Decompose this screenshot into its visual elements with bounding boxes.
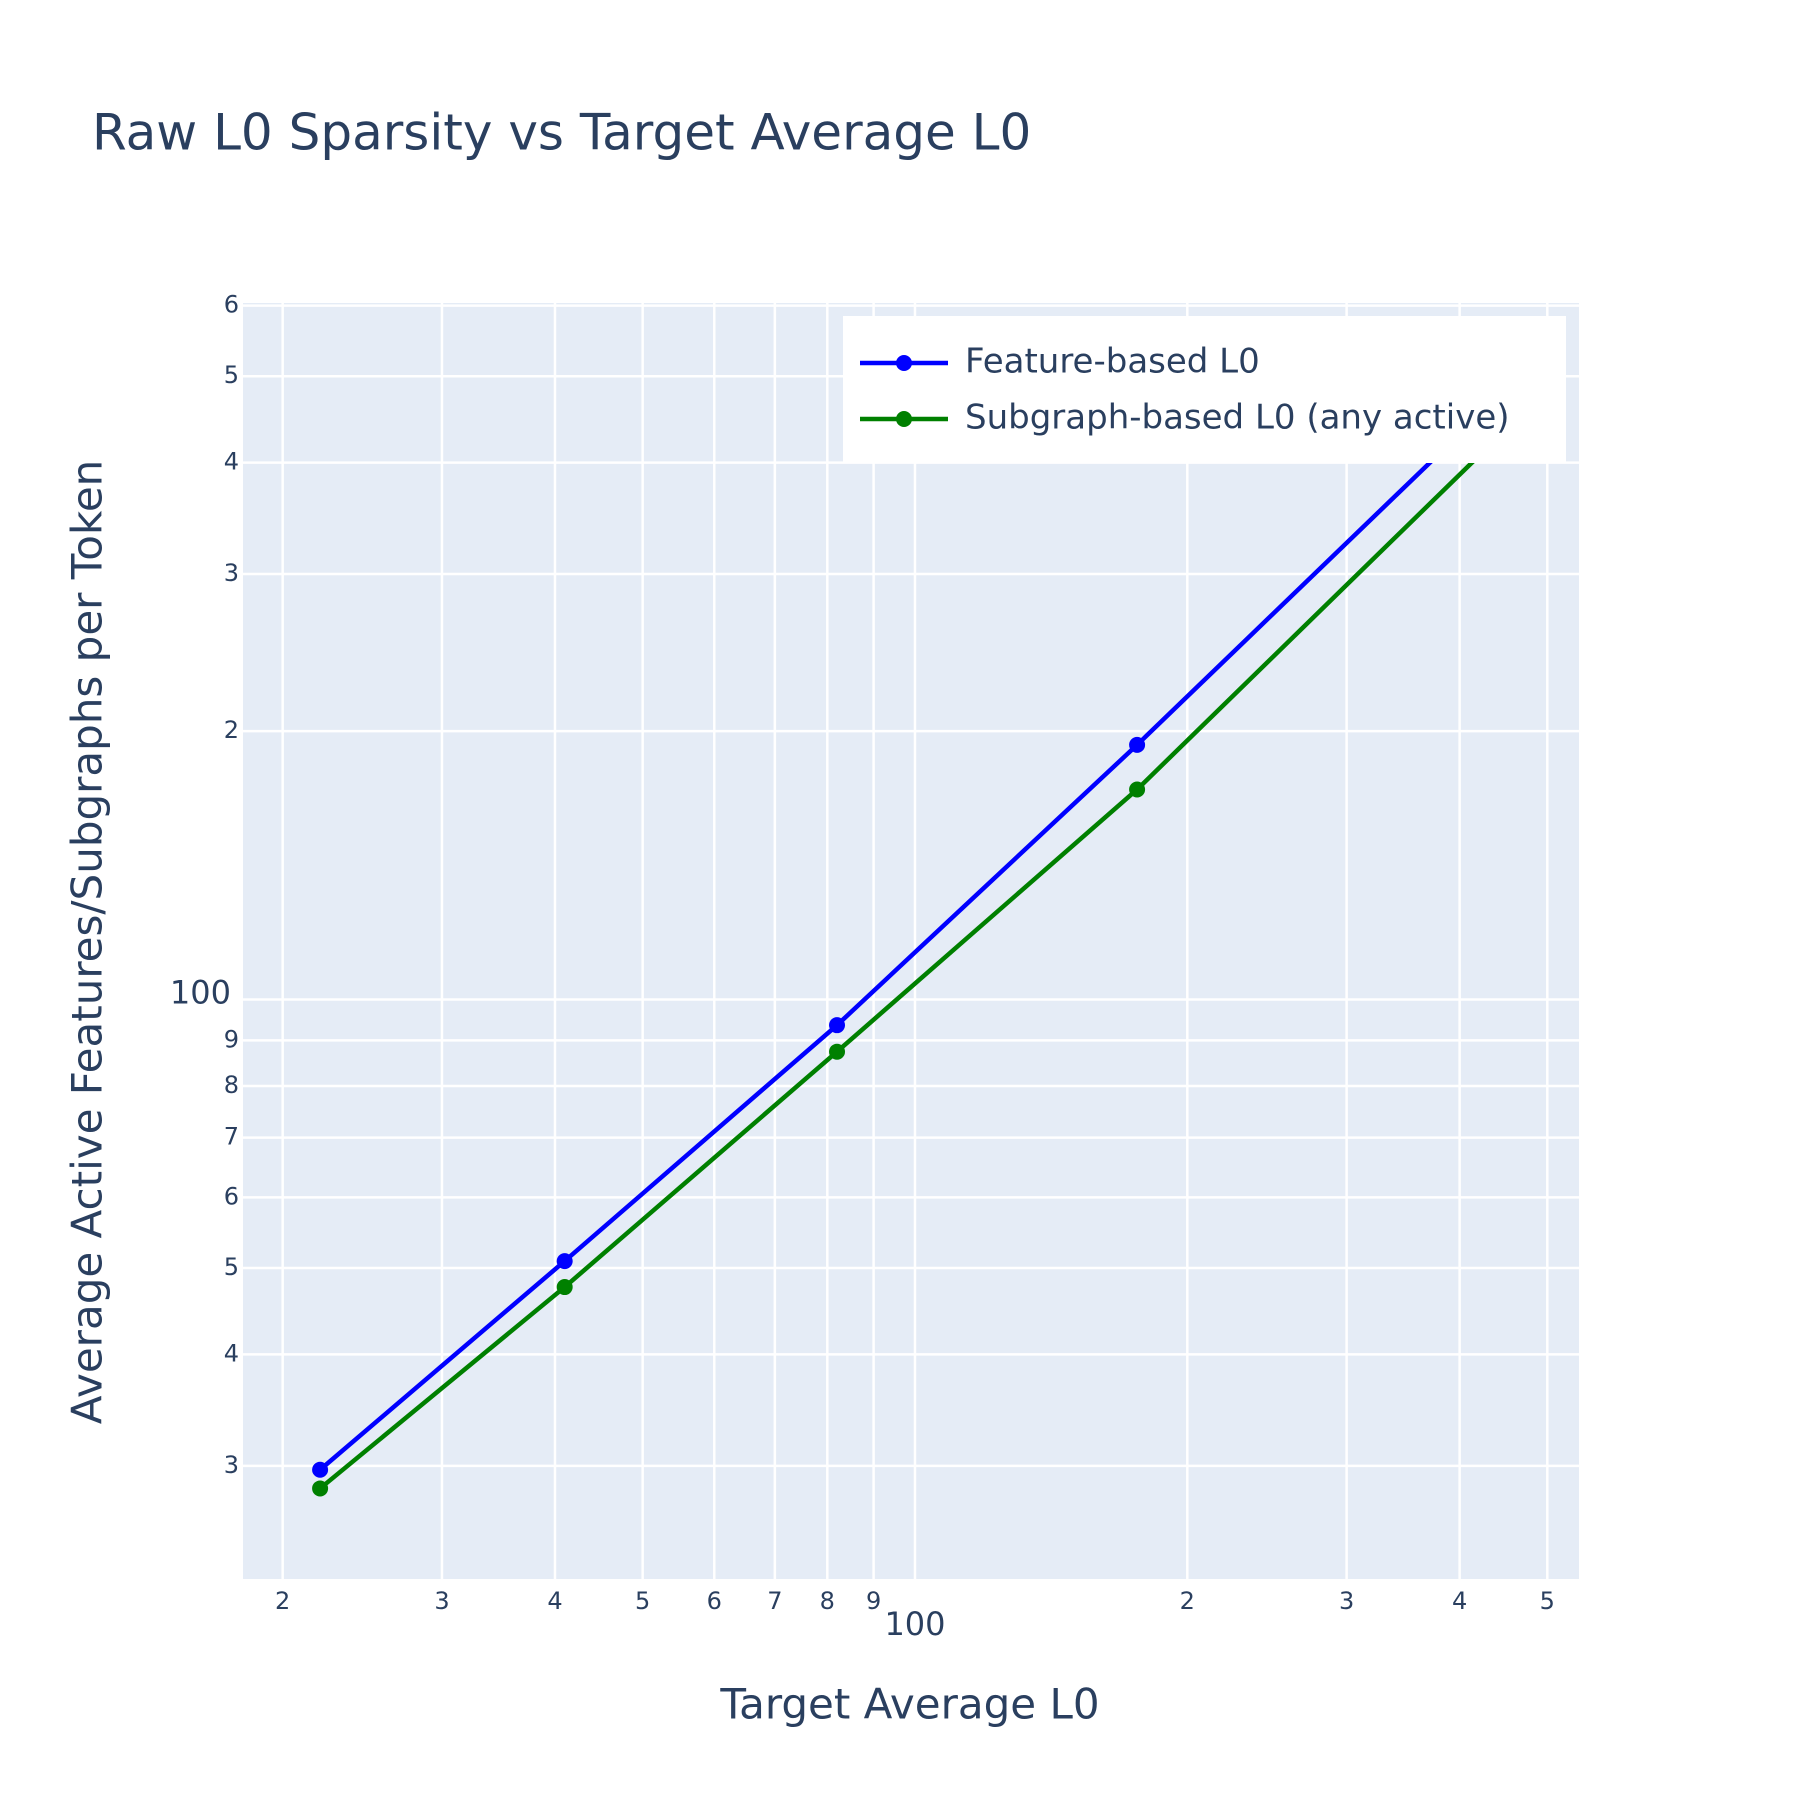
x-tick-label: 5 bbox=[635, 1587, 650, 1615]
x-tick-label: 7 bbox=[767, 1587, 782, 1615]
legend: Feature-based L0 Subgraph-based L0 (any a… bbox=[843, 316, 1566, 463]
y-tick-label: 8 bbox=[224, 1071, 239, 1099]
x-tick-label: 3 bbox=[1339, 1587, 1354, 1615]
x-tick-label: 9 bbox=[866, 1587, 881, 1615]
y-tick-label: 6 bbox=[224, 291, 239, 319]
y-axis-title: Average Active Features/Subgraphs per To… bbox=[63, 460, 112, 1425]
data-point bbox=[829, 1017, 846, 1034]
y-tick-label: 2 bbox=[224, 716, 239, 744]
x-tick-label: 100 bbox=[884, 1605, 945, 1643]
legend-marker bbox=[896, 355, 912, 371]
y-tick-label: 5 bbox=[224, 1253, 239, 1281]
x-tick-label: 6 bbox=[707, 1587, 722, 1615]
y-tick-label: 6 bbox=[224, 1182, 239, 1210]
y-tick-label: 5 bbox=[224, 361, 239, 389]
x-tick-label: 3 bbox=[434, 1587, 449, 1615]
y-tick-label: 9 bbox=[224, 1025, 239, 1053]
legend-label: Subgraph-based L0 (any active) bbox=[965, 398, 1510, 438]
grid bbox=[243, 303, 1579, 1579]
y-tick-label: 7 bbox=[224, 1123, 239, 1151]
y-tick-label: 3 bbox=[224, 1451, 239, 1479]
legend-marker bbox=[896, 411, 912, 427]
data-point bbox=[312, 1461, 329, 1478]
x-tick-label: 2 bbox=[1180, 1587, 1195, 1615]
data-point bbox=[1129, 736, 1146, 753]
y-tick-label: 3 bbox=[224, 559, 239, 587]
x-tick-label: 8 bbox=[820, 1587, 835, 1615]
data-point bbox=[829, 1043, 846, 1060]
x-tick-label: 4 bbox=[547, 1587, 562, 1615]
y-tick-label: 4 bbox=[224, 448, 239, 476]
legend-box bbox=[843, 316, 1566, 463]
data-point bbox=[312, 1480, 329, 1497]
x-axis-title: Target Average L0 bbox=[719, 1680, 1099, 1729]
data-point bbox=[556, 1279, 573, 1296]
chart-title: Raw L0 Sparsity vs Target Average L0 bbox=[92, 104, 1031, 162]
y-tick-label: 100 bbox=[170, 974, 231, 1012]
data-point bbox=[1129, 781, 1146, 798]
x-tick-label: 2 bbox=[275, 1587, 290, 1615]
y-tick-label: 4 bbox=[224, 1339, 239, 1367]
x-tick-label: 4 bbox=[1452, 1587, 1467, 1615]
legend-label: Feature-based L0 bbox=[965, 342, 1260, 382]
x-tick-label: 5 bbox=[1540, 1587, 1555, 1615]
data-point bbox=[556, 1253, 573, 1270]
